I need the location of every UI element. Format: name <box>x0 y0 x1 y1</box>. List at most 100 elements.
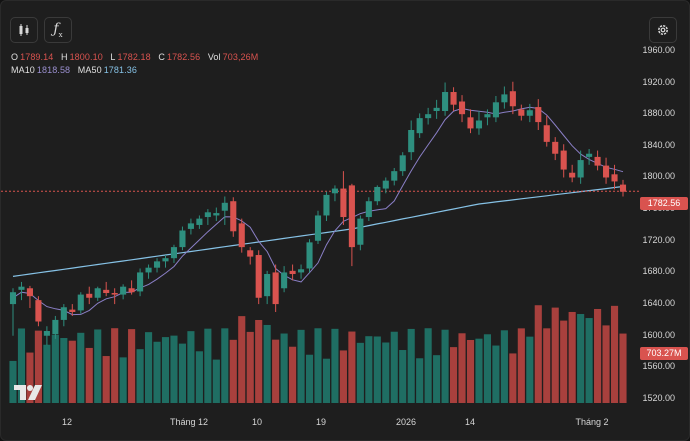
volume-bar <box>60 338 68 403</box>
volume-bar <box>416 358 424 403</box>
candle-body <box>255 255 262 298</box>
volume-bar <box>161 337 170 403</box>
volume-bar <box>348 331 356 403</box>
candle-body <box>458 101 466 115</box>
price-axis-label: 1920.00 <box>642 76 675 87</box>
candle-body <box>535 107 542 123</box>
volume-bar <box>85 347 93 403</box>
candle-body <box>18 286 25 290</box>
close-value: 1782.56 <box>166 52 201 62</box>
candle-body <box>475 120 483 129</box>
volume-bar <box>314 328 322 403</box>
time-axis-label: Tháng 12 <box>169 417 209 427</box>
volume-bar <box>619 333 627 403</box>
price-axis-label: 1640.00 <box>642 298 675 309</box>
volume-bar <box>94 329 102 403</box>
volume-bar <box>305 354 314 403</box>
candle-body <box>35 300 42 322</box>
time-axis-label: 12 <box>61 417 73 427</box>
candle-body <box>586 153 593 157</box>
volume-bar <box>229 339 237 403</box>
volume-bar <box>543 328 551 403</box>
settings-button[interactable] <box>649 17 677 43</box>
open-value: 1789.14 <box>20 52 54 62</box>
volume-bar <box>43 344 51 403</box>
price-axis-label: 1680.00 <box>642 266 675 277</box>
candle-body <box>467 117 474 129</box>
candle-body <box>77 294 84 311</box>
ma-legend: MA10 1818.58 MA50 1781.36 <box>11 65 142 75</box>
candle-body <box>382 180 389 189</box>
candle-body <box>289 270 296 275</box>
indicators-button[interactable]: ƒx <box>44 17 72 43</box>
volume-bar <box>255 319 263 403</box>
volume-label: Vol <box>207 52 221 62</box>
volume-bar <box>246 331 254 403</box>
time-axis-label: Tháng 2 <box>575 417 609 427</box>
candle-body <box>484 114 491 118</box>
volume-bar <box>365 336 373 403</box>
candle-body <box>162 258 169 262</box>
volume-bar <box>517 328 525 403</box>
price-axis-label: 1520.00 <box>642 393 675 404</box>
candlestick-icon <box>19 24 29 36</box>
volume-bar <box>144 332 153 403</box>
candle-body <box>60 307 67 320</box>
volume-bar <box>441 329 449 403</box>
volume-bar <box>551 307 559 403</box>
candle-body <box>552 141 559 154</box>
function-fx-icon: ƒx <box>53 21 63 39</box>
candle-body <box>170 247 178 259</box>
candle-body <box>264 274 271 297</box>
candle-body <box>518 109 525 116</box>
ma10-value: 1818.58 <box>36 65 71 75</box>
candle-body <box>416 118 423 134</box>
candle-body <box>357 218 364 245</box>
volume-bar <box>26 352 34 403</box>
ma10-label: MA10 <box>11 65 35 75</box>
current-price-tag: 1782.56 <box>640 197 688 210</box>
candle-body <box>187 223 194 229</box>
volume-bar <box>331 328 339 403</box>
volume-bar <box>322 358 331 403</box>
time-axis-label: 19 <box>315 417 327 427</box>
candle-body <box>69 309 76 312</box>
volume-bar <box>178 343 187 403</box>
candle-body <box>314 215 322 241</box>
open-label: O <box>11 52 19 62</box>
candle-body <box>408 130 415 153</box>
volume-bar <box>526 336 534 403</box>
tradingview-logo <box>14 385 42 400</box>
candle-body <box>238 223 245 248</box>
volume-bar <box>458 333 466 403</box>
volume-bar <box>466 339 475 403</box>
volume-bar <box>111 328 119 403</box>
candle-body <box>450 92 457 105</box>
volume-bar <box>339 350 347 403</box>
candle-body <box>247 250 254 257</box>
time-axis-label: 10 <box>251 417 263 427</box>
volume-bar <box>475 338 483 403</box>
price-axis-label: 1960.00 <box>642 44 675 55</box>
candle-body <box>128 288 135 293</box>
volume-bar <box>577 314 585 403</box>
price-axis-label: 1800.00 <box>642 171 675 182</box>
volume-bar <box>534 305 542 403</box>
volume-bar <box>407 328 415 403</box>
price-axis-label: 1720.00 <box>642 234 675 245</box>
low-value: 1782.18 <box>117 52 151 62</box>
chart-type-button[interactable] <box>10 17 38 43</box>
volume-bar <box>356 342 364 403</box>
volume-bar <box>221 328 229 403</box>
candle-body <box>298 269 305 273</box>
current-volume-tag: 703.27M <box>640 347 688 360</box>
candle-body <box>213 213 220 216</box>
candle-body <box>306 242 313 269</box>
candle-body <box>442 92 449 112</box>
volume-bar <box>238 316 246 403</box>
volume-bar <box>399 350 407 403</box>
volume-bar <box>9 360 17 403</box>
volume-bar <box>17 328 26 403</box>
candle-body <box>526 110 533 116</box>
